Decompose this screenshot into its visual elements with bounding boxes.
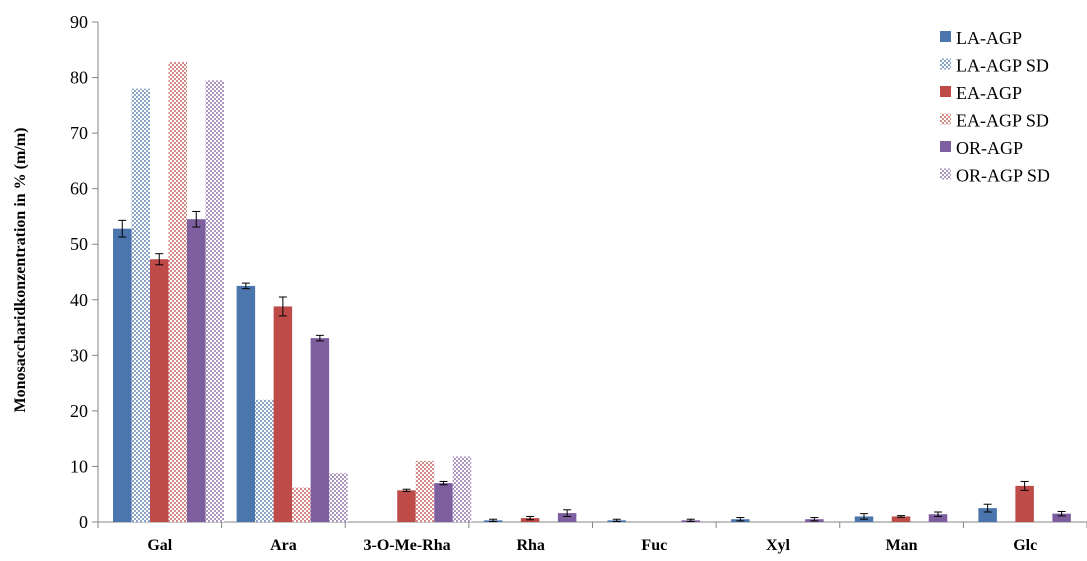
y-tick-label: 0 xyxy=(79,512,88,532)
x-category-label: Fuc xyxy=(641,537,667,554)
bar xyxy=(978,508,997,522)
legend-label: LA-AGP SD xyxy=(956,56,1049,76)
bar xyxy=(928,514,948,522)
bar xyxy=(236,285,256,522)
bar xyxy=(557,513,577,522)
legend-swatch xyxy=(940,113,951,125)
bar xyxy=(113,228,132,522)
legend-swatch xyxy=(940,31,951,42)
bar xyxy=(168,62,187,522)
y-tick-label: 50 xyxy=(70,234,88,254)
legend-label: EA-AGP SD xyxy=(956,111,1049,131)
x-category-label: Xyl xyxy=(766,537,791,554)
legend-label: OR-AGP xyxy=(956,138,1023,158)
bar xyxy=(273,306,293,522)
legend-label: LA-AGP xyxy=(956,28,1022,48)
x-category-label: Gal xyxy=(147,537,172,554)
bar xyxy=(1015,485,1034,522)
bar xyxy=(205,80,224,522)
bar xyxy=(891,516,911,522)
bar xyxy=(329,473,348,522)
legend-label: OR-AGP SD xyxy=(956,166,1050,186)
bar xyxy=(415,460,435,522)
legend-swatch xyxy=(940,86,951,97)
y-tick-label: 30 xyxy=(70,345,88,365)
legend: LA-AGP LA-AGP SD EA-AGP EA-AGP SD OR-AGP OR-A… xyxy=(940,28,1050,186)
bars xyxy=(113,62,1071,523)
y-tick-label: 80 xyxy=(70,68,88,88)
bar xyxy=(1052,513,1071,522)
labels: 0 10 20 30 40 50 60 70 80 90 Gal Ara 3-O-Me-Rha Rha Fu… xyxy=(70,12,1037,554)
y-axis-title: Monosaccharidkonzentration in % (m/m) xyxy=(12,128,29,413)
y-tick-label: 20 xyxy=(70,401,88,421)
x-category-label: Rha xyxy=(516,537,544,554)
bar xyxy=(292,487,311,522)
bar xyxy=(150,259,169,522)
bar xyxy=(187,219,206,522)
bar xyxy=(452,456,472,522)
y-tick-label: 40 xyxy=(70,290,88,310)
error-bars xyxy=(118,210,1066,522)
y-tick-label: 90 xyxy=(70,12,88,32)
legend-label: EA-AGP xyxy=(956,83,1022,103)
y-tick-label: 60 xyxy=(70,179,88,199)
y-tick-label: 70 xyxy=(70,123,88,143)
y-tick-label: 10 xyxy=(70,456,88,476)
legend-swatch xyxy=(940,141,951,152)
x-category-label: Man xyxy=(886,537,918,554)
x-category-label: Glc xyxy=(1013,537,1037,554)
x-category-label: Ara xyxy=(270,537,297,554)
bar xyxy=(310,338,330,522)
bar xyxy=(131,88,150,523)
legend-swatch xyxy=(940,168,951,180)
bar xyxy=(434,483,453,522)
x-category-label: 3-O-Me-Rha xyxy=(364,537,451,554)
bar xyxy=(255,399,274,522)
bar xyxy=(397,490,416,522)
legend-swatch xyxy=(940,58,951,70)
